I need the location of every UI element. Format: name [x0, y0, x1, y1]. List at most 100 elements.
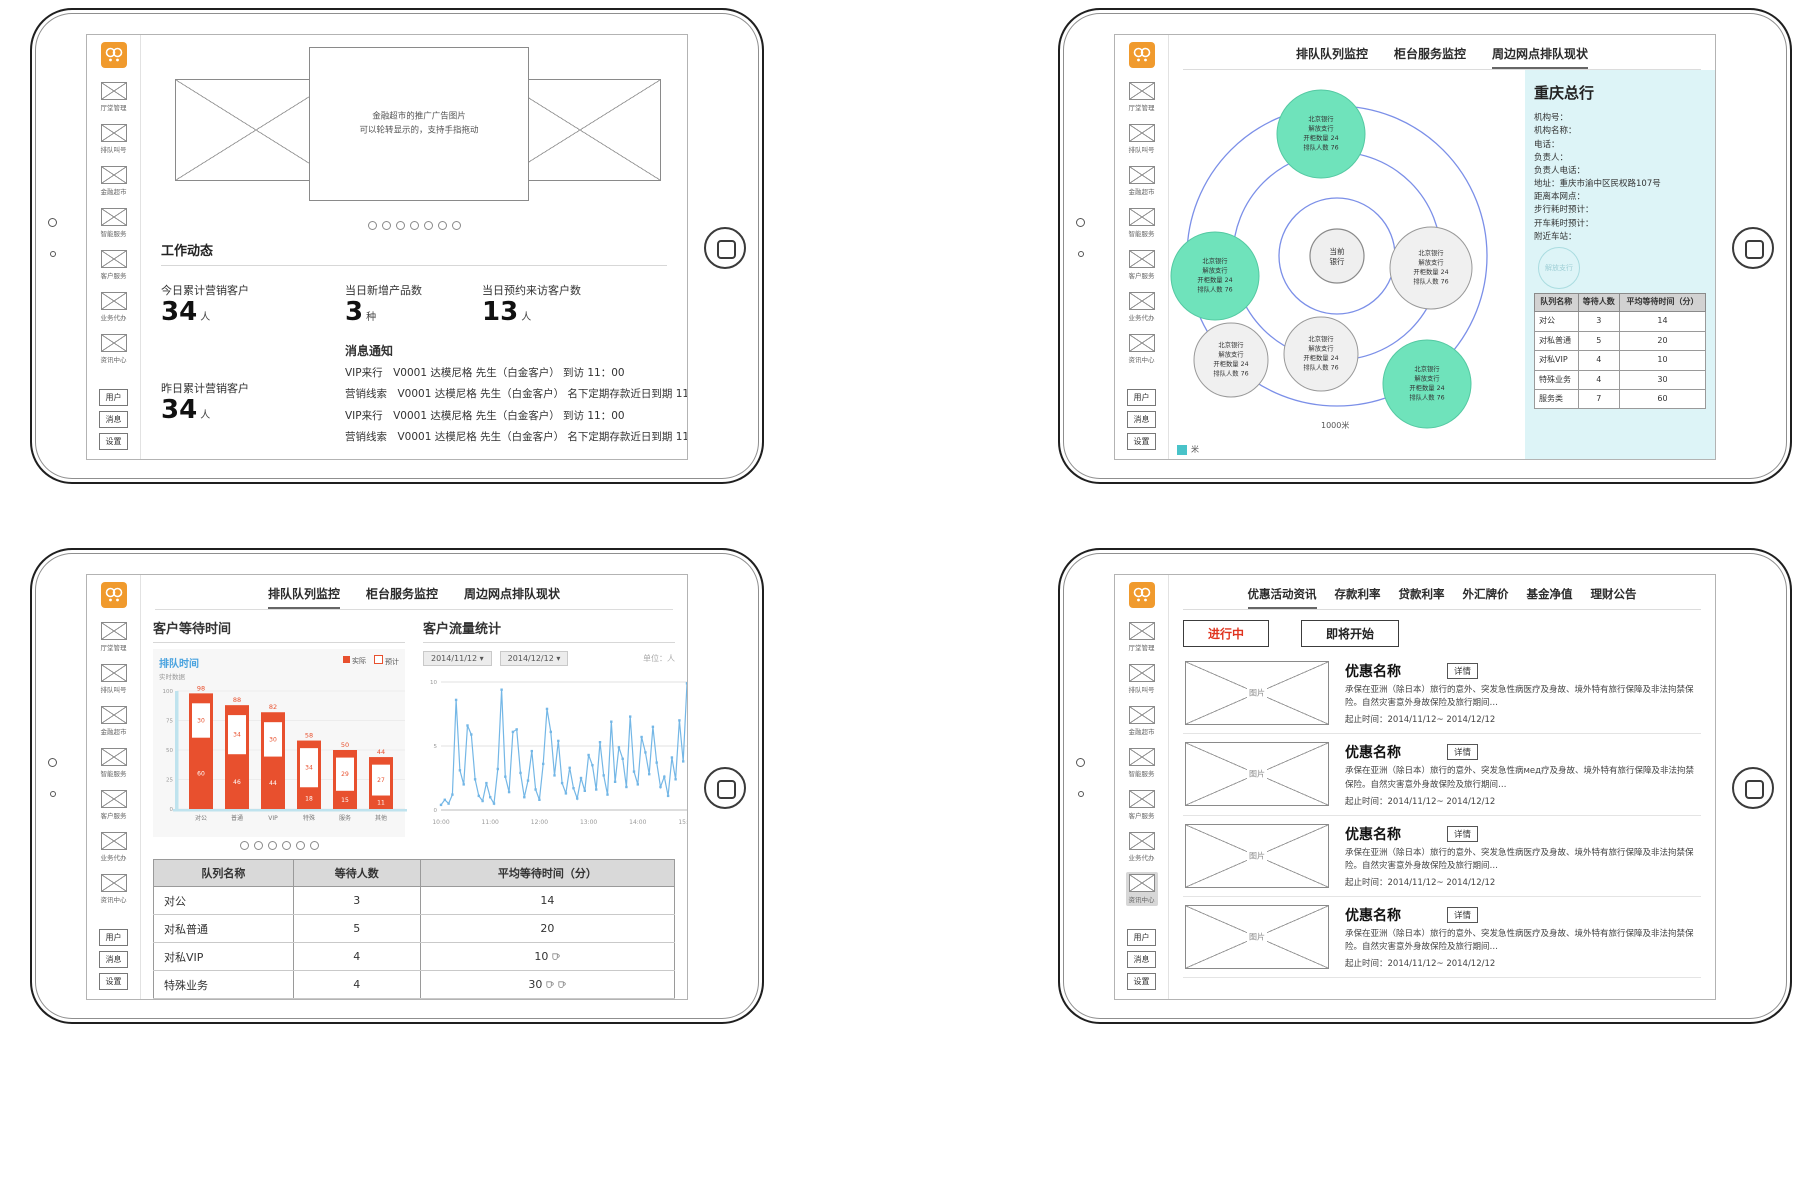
app-logo-icon[interactable] — [100, 42, 127, 68]
tab-2[interactable]: 柜台服务监控 — [1393, 47, 1466, 61]
tab-1[interactable]: 排队队列监控 — [267, 585, 340, 609]
sidebar-item-1[interactable]: 厅堂管理 — [1126, 620, 1158, 654]
sidebar-item-1[interactable]: 厅堂管理 — [98, 80, 130, 114]
sidebar-item-7[interactable]: 资讯中心 — [1125, 872, 1158, 906]
user-button[interactable]: 用户 — [99, 389, 128, 406]
carousel-dot[interactable] — [395, 221, 405, 230]
offer-detail-button[interactable]: 详情 — [1447, 663, 1479, 679]
sidebar-item-2[interactable]: 排队叫号 — [98, 662, 130, 696]
offer-card[interactable]: 图片 优惠名称 详情 承保在亚洲（除日本）旅行的意外、突发急性病мед疗及身故、境外特… — [1183, 734, 1701, 816]
message-button[interactable]: 消息 — [1127, 411, 1156, 428]
carousel-dot[interactable] — [423, 221, 433, 230]
tab-2[interactable]: 存款利率 — [1334, 587, 1381, 601]
settings-button[interactable]: 设置 — [99, 433, 128, 450]
settings-button[interactable]: 设置 — [1127, 973, 1156, 990]
home-button[interactable] — [1732, 227, 1774, 269]
sidebar-item-3[interactable]: 金融超市 — [1126, 704, 1158, 738]
tab-2[interactable]: 柜台服务监控 — [365, 587, 438, 601]
pagination-dot[interactable] — [239, 841, 249, 850]
tab-5[interactable]: 基金净值 — [1526, 587, 1573, 601]
pagination-dot[interactable] — [295, 841, 305, 850]
home-button[interactable] — [704, 227, 746, 269]
offer-detail-button[interactable]: 详情 — [1447, 744, 1479, 761]
settings-button[interactable]: 设置 — [99, 973, 128, 990]
sidebar-item-6[interactable]: 业务代办 — [98, 830, 130, 864]
carousel-dot[interactable] — [409, 221, 419, 230]
offer-card[interactable]: 图片 优惠名称 详情 承保在亚洲（除日本）旅行的意外、突发急性病医疗及身故、境外特有旅… — [1183, 816, 1701, 898]
chart-pagination-dots[interactable] — [153, 841, 405, 850]
date-filter-chip[interactable]: 2014/12/12 ▾ — [499, 651, 569, 666]
sidebar-item-2[interactable]: 排队叫号 — [1126, 662, 1158, 696]
settings-button[interactable]: 设置 — [1127, 433, 1156, 450]
pagination-dot[interactable] — [267, 841, 277, 850]
bar-其他[interactable]: 44 27 11 其他 — [369, 748, 393, 822]
sidebar-item-6[interactable]: 业务代办 — [98, 290, 130, 324]
sidebar-item-7[interactable]: 资讯中心 — [1126, 332, 1158, 366]
tab-3[interactable]: 周边网点排队现状 — [464, 587, 561, 601]
sidebar-item-5[interactable]: 客户服务 — [1126, 788, 1158, 822]
sidebar-item-6[interactable]: 业务代办 — [1126, 290, 1158, 324]
offer-detail-button[interactable]: 详情 — [1447, 825, 1479, 842]
sidebar-item-5[interactable]: 客户服务 — [98, 248, 130, 282]
offer-detail-button[interactable]: 详情 — [1447, 907, 1479, 924]
message-button[interactable]: 消息 — [99, 411, 128, 428]
user-button[interactable]: 用户 — [99, 929, 128, 946]
sidebar-item-4[interactable]: 智能服务 — [1126, 206, 1158, 240]
tab-3[interactable]: 周边网点排队现状 — [1492, 45, 1589, 69]
pagination-dot[interactable] — [253, 841, 263, 850]
carousel-dot[interactable] — [381, 221, 391, 230]
home-button[interactable] — [704, 767, 746, 809]
message-button[interactable]: 消息 — [1127, 951, 1156, 968]
carousel-dot[interactable] — [451, 221, 461, 230]
app-logo-icon[interactable] — [100, 582, 127, 608]
carousel-slide-current[interactable]: 金融超市的推广广告图片 可以轮转显示的，支持手指拖动 — [309, 47, 529, 201]
tab-1[interactable]: 优惠活动资讯 — [1247, 586, 1317, 609]
sidebar-item-2[interactable]: 排队叫号 — [98, 122, 130, 156]
sidebar-item-7[interactable]: 资讯中心 — [98, 872, 130, 906]
tab-4[interactable]: 外汇牌价 — [1462, 587, 1509, 601]
bar-特殊[interactable]: 58 34 18 特殊 — [297, 732, 321, 822]
pagination-dot[interactable] — [281, 841, 291, 850]
bar-普通[interactable]: 88 34 46 普通 — [225, 696, 249, 822]
upcoming-filter-button[interactable]: 即将开始 — [1301, 620, 1400, 647]
offer-card[interactable]: 图片 优惠名称 详情 承保在亚洲（除日本）旅行的意外、突发急性病医疗及身故、境外特有旅… — [1183, 653, 1701, 735]
offer-card[interactable]: 图片 优惠名称 详情 承保在亚洲（除日本）旅行的意外、突发急性病医疗及身故、境外特有旅… — [1183, 897, 1701, 979]
carousel-dots[interactable] — [141, 221, 687, 230]
tab-3[interactable]: 贷款利率 — [1398, 587, 1445, 601]
ongoing-filter-button[interactable]: 进行中 — [1183, 620, 1270, 647]
app-logo-icon[interactable] — [1128, 582, 1155, 608]
sidebar-item-5[interactable]: 客户服务 — [98, 788, 130, 822]
sidebar-item-4[interactable]: 智能服务 — [98, 206, 130, 240]
date-filter-chip[interactable]: 2014/11/12 ▾ — [423, 651, 492, 666]
sidebar-item-6[interactable]: 业务代办 — [1126, 830, 1158, 864]
sidebar-item-5[interactable]: 客户服务 — [1126, 248, 1158, 282]
banner-carousel[interactable]: 金融超市的推广广告图片 可以轮转显示的，支持手指拖动 — [151, 39, 677, 221]
message-button[interactable]: 消息 — [99, 951, 128, 968]
carousel-dot[interactable] — [367, 221, 377, 230]
carousel-dot[interactable] — [437, 221, 447, 230]
sidebar-item-4[interactable]: 智能服务 — [98, 746, 130, 780]
tab-1[interactable]: 排队队列监控 — [1295, 47, 1368, 61]
sidebar-item-1[interactable]: 厅堂管理 — [1126, 80, 1158, 114]
user-button[interactable]: 用户 — [1127, 389, 1156, 406]
sidebar-item-4[interactable]: 智能服务 — [1126, 746, 1158, 780]
bar-VIP[interactable]: 82 30 44 VIP — [261, 703, 285, 822]
app-logo-icon[interactable] — [1128, 42, 1155, 68]
user-button[interactable]: 用户 — [1127, 929, 1156, 946]
bar-服务[interactable]: 50 29 15 服务 — [333, 741, 357, 822]
sidebar-item-3[interactable]: 金融超市 — [1126, 164, 1158, 198]
pagination-dot[interactable] — [309, 841, 319, 850]
sidebar-item-3[interactable]: 金融超市 — [98, 164, 130, 198]
sidebar-item-2[interactable]: 排队叫号 — [1126, 122, 1158, 156]
home-button[interactable] — [1732, 767, 1774, 809]
sidebar-item-1[interactable]: 厅堂管理 — [98, 620, 130, 654]
sidebar-item-3[interactable]: 金融超市 — [98, 704, 130, 738]
tab-6[interactable]: 理财公告 — [1590, 587, 1637, 601]
sidebar-item-7[interactable]: 资讯中心 — [98, 332, 130, 366]
bar-对公[interactable]: 98 30 60 对公 — [189, 684, 213, 822]
